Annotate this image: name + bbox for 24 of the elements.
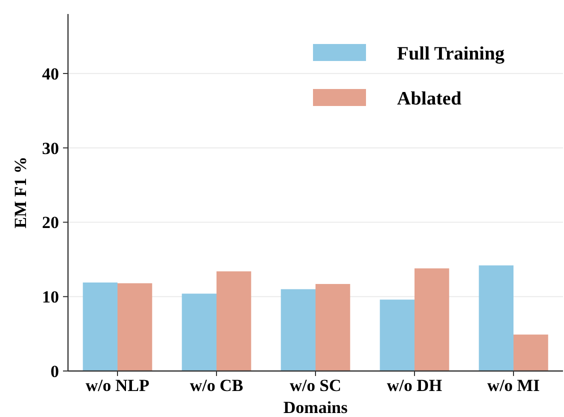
bar xyxy=(280,289,316,371)
x-tick-label: w/o NLP xyxy=(86,376,150,395)
legend-label: Ablated xyxy=(397,88,462,110)
y-tick-label: 30 xyxy=(42,138,59,158)
y-tick-label: 20 xyxy=(42,213,59,232)
x-tick-label: w/o CB xyxy=(190,376,244,395)
bar xyxy=(478,265,514,371)
bar xyxy=(182,294,216,371)
bar xyxy=(316,284,350,371)
bar xyxy=(118,283,152,371)
bar xyxy=(414,268,450,371)
legend-label: Full Training xyxy=(397,44,506,65)
y-tick-label: 0 xyxy=(50,362,59,381)
bar xyxy=(380,300,414,371)
x-tick-label: w/o SC xyxy=(290,376,342,395)
x-axis-title: Domains xyxy=(283,398,348,417)
y-tick-label: 10 xyxy=(42,288,59,307)
bar xyxy=(216,271,252,371)
y-tick-label: 40 xyxy=(42,64,59,84)
bar xyxy=(514,334,548,371)
x-tick-label: w/o MI xyxy=(487,376,540,395)
x-tick-label: w/o DH xyxy=(386,376,442,395)
bar xyxy=(82,282,118,371)
y-axis-title: EM F1 % xyxy=(11,156,30,228)
